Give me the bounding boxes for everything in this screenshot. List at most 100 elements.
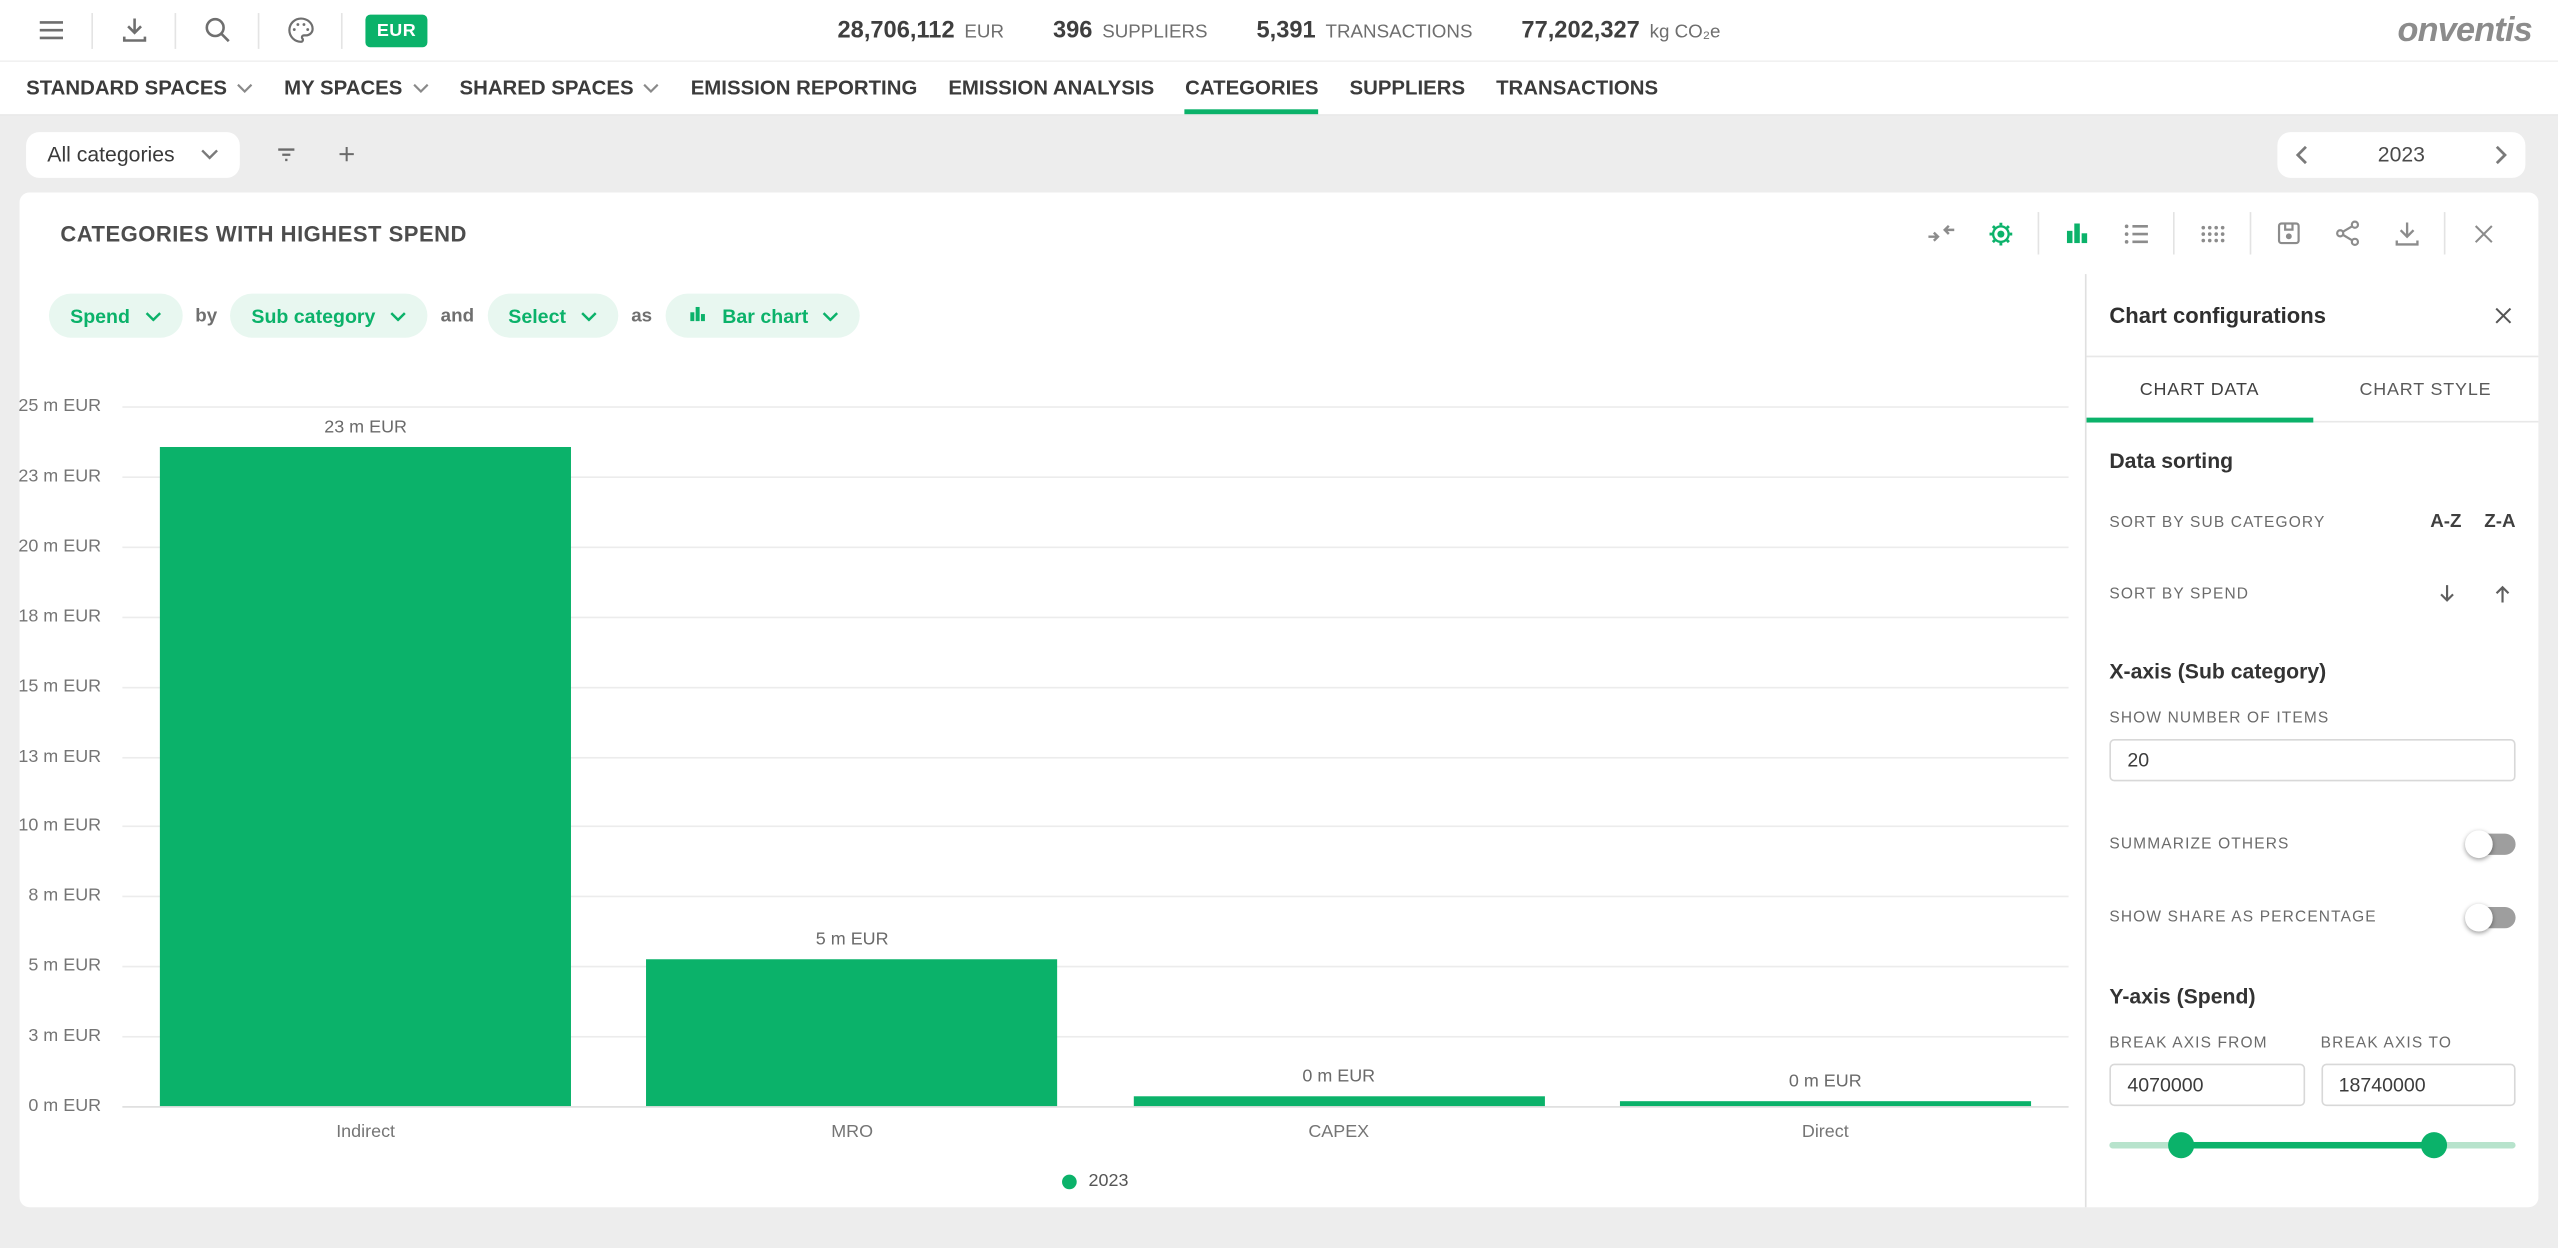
break-axis-from-label: BREAK AXIS FROM (2109, 1034, 2268, 1053)
close-config-icon[interactable] (2491, 303, 2515, 327)
nav-tab-categories[interactable]: CATEGORIES (1185, 62, 1319, 115)
config-header: Chart configurations (2086, 274, 2539, 358)
main-nav: STANDARD SPACES MY SPACES SHARED SPACES EMI… (0, 61, 2558, 116)
previous-year-button[interactable] (2295, 144, 2308, 164)
save-icon[interactable] (2259, 210, 2318, 256)
stat-item: 396 SUPPLIERS (1053, 17, 1208, 43)
show-share-row: SHOW SHARE AS PERCENTAGE (2109, 903, 2516, 932)
bar-mro[interactable] (646, 959, 1058, 1107)
secondary-select[interactable]: Select (487, 293, 619, 338)
section-x-axis: X-axis (Sub category) (2109, 659, 2327, 684)
nav-tab-label: STANDARD SPACES (26, 76, 228, 100)
widget-title: CATEGORIES WITH HIGHEST SPEND (60, 221, 467, 246)
show-share-toggle[interactable] (2465, 903, 2516, 932)
gridline (122, 896, 2069, 898)
topbar: EUR 28,706,112 EUR 396 SUPPLIERS 5,391 TRANSA… (0, 0, 2558, 62)
bar-value-label: 5 m EUR (815, 930, 889, 951)
tab-chart-style[interactable]: CHART STYLE (2359, 379, 2492, 399)
bar-indirect[interactable] (160, 446, 572, 1107)
bar-direct[interactable] (1619, 1101, 2031, 1107)
filter-icon[interactable] (271, 139, 300, 168)
search-icon[interactable] (199, 12, 235, 48)
nav-tab-emission-analysis[interactable]: EMISSION ANALYSIS (948, 62, 1154, 114)
break-axis-range-slider (2109, 1132, 2516, 1159)
chevron-down-icon (145, 311, 161, 321)
sort-descending-icon[interactable] (2434, 581, 2460, 607)
hamburger-menu-icon[interactable] (33, 12, 69, 48)
divider (340, 12, 343, 49)
tab-chart-data[interactable]: CHART DATA (2086, 357, 2313, 423)
chart-type-label: Bar chart (722, 304, 809, 328)
gridline (122, 756, 2069, 758)
chevron-down-icon (201, 148, 219, 160)
sort-az-button[interactable]: A-Z (2430, 512, 2462, 532)
nav-tab-label: TRANSACTIONS (1496, 76, 1659, 100)
chart-widget-panel: CATEGORIES WITH HIGHEST SPEND (18, 192, 2539, 1208)
stat-unit: SUPPLIERS (1102, 22, 1208, 42)
sort-ascending-icon[interactable] (2489, 581, 2515, 607)
show-number-of-items-label: SHOW NUMBER OF ITEMS (2109, 709, 2330, 728)
nav-tab-label: CATEGORIES (1185, 76, 1319, 100)
widget-header: CATEGORIES WITH HIGHEST SPEND (20, 193, 2539, 275)
nav-tab-standard-spaces[interactable]: STANDARD SPACES (26, 62, 253, 114)
add-widget-icon[interactable] (331, 139, 360, 168)
stat-unit: kg CO₂e (1649, 22, 1721, 42)
category-filter-select[interactable]: All categories (26, 131, 240, 178)
slider-handle-from[interactable] (2167, 1132, 2194, 1159)
bar-chart-plot: 25 m EUR 23 m EUR 20 m EUR 18 m EUR 15 m EUR… (18, 396, 2069, 1142)
dimension-select[interactable]: Sub category (230, 293, 428, 338)
chevron-down-icon (643, 83, 660, 93)
chart-type-select[interactable]: Bar chart (665, 293, 861, 338)
break-axis-to-input[interactable] (2320, 1063, 2516, 1107)
y-axis-tick-label: 5 m EUR (28, 956, 102, 976)
content-background: All categories 2023 (0, 115, 2558, 1248)
y-axis-tick-label: 23 m EUR (18, 466, 102, 486)
settings-gear-icon[interactable] (1971, 210, 2030, 256)
summarize-others-toggle[interactable] (2465, 830, 2516, 859)
measure-label: Spend (70, 304, 130, 328)
next-year-button[interactable] (2494, 144, 2507, 164)
collapse-arrows-icon[interactable] (1912, 210, 1971, 256)
connector-by: by (195, 305, 218, 326)
download-icon[interactable] (116, 12, 152, 48)
palette-icon[interactable] (282, 12, 318, 48)
gridline (122, 476, 2069, 478)
y-axis-tick-label: 13 m EUR (18, 746, 102, 766)
currency-badge[interactable]: EUR (365, 13, 428, 47)
bar-value-label: 0 m EUR (1302, 1066, 1376, 1087)
toggle-knob (2465, 830, 2493, 859)
close-widget-icon[interactable] (2454, 210, 2513, 256)
nav-tab-emission-reporting[interactable]: EMISSION REPORTING (691, 62, 918, 114)
nav-tab-suppliers[interactable]: SUPPLIERS (1350, 62, 1466, 114)
divider (91, 12, 93, 49)
list-view-icon[interactable] (2106, 210, 2165, 256)
slider-handle-to[interactable] (2421, 1132, 2448, 1159)
divider (2037, 212, 2040, 255)
nav-tab-transactions[interactable]: TRANSACTIONS (1496, 62, 1658, 114)
bar-slot: 0 m EUR Direct (1582, 406, 2069, 1142)
sort-za-button[interactable]: Z-A (2484, 512, 2516, 532)
secondary-select-label: Select (508, 304, 566, 328)
show-number-of-items-input[interactable] (2109, 739, 2516, 782)
measure-select[interactable]: Spend (48, 293, 183, 338)
legend-item[interactable]: 2023 (1062, 1171, 1128, 1191)
stat-value: 28,706,112 (837, 17, 955, 44)
gridline (122, 686, 2069, 688)
gridline (122, 1036, 2069, 1038)
bar-chart-view-icon[interactable] (2047, 210, 2106, 256)
nav-tab-label: SHARED SPACES (459, 76, 634, 100)
nav-tab-shared-spaces[interactable]: SHARED SPACES (459, 62, 660, 114)
download-widget-icon[interactable] (2377, 210, 2436, 256)
break-axis-from-input[interactable] (2109, 1063, 2305, 1107)
bar-capex[interactable] (1133, 1095, 1545, 1107)
grid-view-icon[interactable] (2183, 210, 2242, 256)
stat-item: 77,202,327 kg CO₂e (1521, 17, 1720, 43)
x-axis-tick-label: Indirect (336, 1122, 396, 1142)
config-title: Chart configurations (2109, 302, 2326, 328)
nav-tab-my-spaces[interactable]: MY SPACES (284, 62, 428, 114)
dimension-label: Sub category (251, 304, 376, 328)
divider (2443, 212, 2446, 255)
share-icon[interactable] (2318, 210, 2377, 256)
summarize-others-label: SUMMARIZE OTHERS (2109, 835, 2290, 854)
